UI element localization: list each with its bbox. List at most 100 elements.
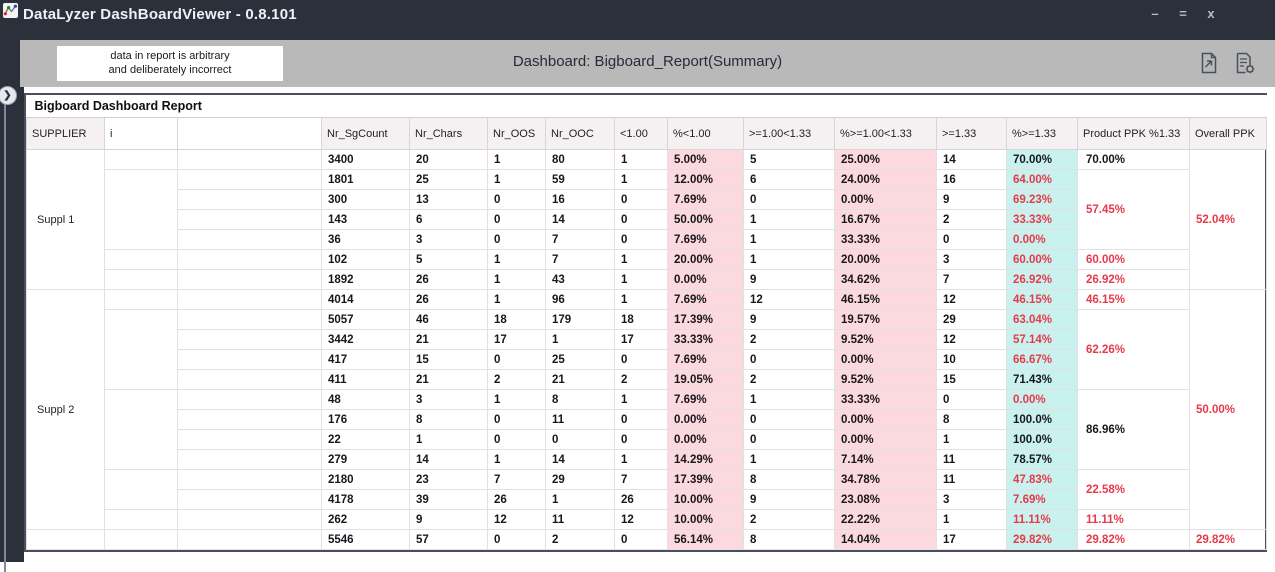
cell-lt-1: 1 (614, 249, 668, 270)
cell-nr-chars: 25 (409, 169, 488, 190)
cell-lt-1: 18 (614, 309, 668, 330)
minimize-button[interactable]: – (1151, 6, 1159, 21)
cell-pct-lt-1: 7.69% (667, 189, 744, 210)
cell-pct-ge-133: 26.92% (1006, 269, 1078, 290)
detail-cell (177, 209, 322, 230)
close-button[interactable]: x (1207, 6, 1215, 21)
sidebar-expand-button[interactable]: ❯ (0, 86, 17, 105)
cell-nr-chars: 3 (409, 389, 488, 410)
column-header-row: SUPPLIER i Nr_SgCount Nr_Chars Nr_OOS Nr_OOC <… (26, 117, 1268, 150)
col-overall-ppk: Overall PPK (1188, 117, 1268, 150)
dashboard-header-bar: data in report is arbitrary and delibera… (20, 40, 1275, 87)
cell-ge1-lt133: 0 (743, 409, 835, 430)
cell-nr-chars: 39 (409, 489, 488, 510)
cell-lt-1: 1 (614, 389, 668, 410)
cell-pct-ge1-lt133: 34.78% (834, 469, 937, 490)
cell-nr-oos: 1 (487, 269, 546, 290)
detail-cell (177, 469, 322, 490)
cell-nr-sgcount: 417 (321, 349, 410, 370)
cell-nr-oos: 2 (487, 369, 546, 390)
col-supplier: SUPPLIER (26, 117, 105, 150)
cell-ge-133: 10 (936, 349, 1007, 370)
cell-lt-1: 0 (614, 529, 668, 550)
cell-lt-1: 0 (614, 409, 668, 430)
cell-ge-133: 16 (936, 169, 1007, 190)
cell-ge1-lt133: 12 (743, 289, 835, 310)
cell-lt-1: 12 (614, 509, 668, 530)
cell-nr-oos: 1 (487, 249, 546, 270)
maximize-button[interactable]: = (1179, 6, 1187, 21)
cell-nr-oos: 12 (487, 509, 546, 530)
export-report-button[interactable] (1197, 51, 1221, 75)
cell-pct-ge1-lt133: 9.52% (834, 369, 937, 390)
cell-nr-sgcount: 5546 (321, 529, 410, 550)
cell-ge-133: 1 (936, 429, 1007, 450)
cell-lt-1: 0 (614, 209, 668, 230)
cell-pct-lt-1: 7.69% (667, 389, 744, 410)
cell-pct-lt-1: 7.69% (667, 349, 744, 370)
cell-product-ppk: 57.45% (1077, 169, 1190, 250)
table-row: 102 5 1 7 1 20.00% 1 20.00% 3 60.00% 60.00% (27, 249, 1267, 270)
cell-pct-lt-1: 17.39% (667, 469, 744, 490)
cell-nr-chars: 5 (409, 249, 488, 270)
cell-nr-ooc: 43 (545, 269, 615, 290)
supplier-cell: Suppl 2 (26, 289, 105, 530)
cell-ge1-lt133: 1 (743, 209, 835, 230)
cell-pct-ge-133: 100.0% (1006, 409, 1078, 430)
cell-nr-chars: 1 (409, 429, 488, 450)
cell-nr-chars: 15 (409, 349, 488, 370)
cell-nr-sgcount: 3400 (321, 149, 410, 170)
col-nr-sgcount: Nr_SgCount (321, 117, 410, 150)
cell-pct-ge-133: 33.33% (1006, 209, 1078, 230)
detail-cell (177, 149, 322, 170)
cell-pct-ge-133: 0.00% (1006, 389, 1078, 410)
cell-product-ppk: 60.00% (1077, 249, 1190, 270)
cell-pct-ge-133: 0.00% (1006, 229, 1078, 250)
cell-nr-ooc: 11 (545, 409, 615, 430)
col-hidden-2 (177, 117, 322, 150)
cell-nr-sgcount: 176 (321, 409, 410, 430)
cell-nr-ooc: 179 (545, 309, 615, 330)
table-row: 1892 26 1 43 1 0.00% 9 34.62% 7 26.92% 26.92% (27, 269, 1267, 290)
window-controls: – = x (1146, 5, 1220, 23)
cell-ge-133: 2 (936, 209, 1007, 230)
cell-pct-ge1-lt133: 34.62% (834, 269, 937, 290)
cell-ge1-lt133: 5 (743, 149, 835, 170)
cell-nr-ooc: 1 (545, 489, 615, 510)
detail-cell (177, 169, 322, 190)
detail-cell (177, 369, 322, 390)
col-pct-ge-133: %>=1.33 (1006, 117, 1078, 150)
col-pct-ge1-lt133: %>=1.00<1.33 (834, 117, 937, 150)
cell-pct-ge-133: 57.14% (1006, 329, 1078, 350)
cell-nr-oos: 1 (487, 389, 546, 410)
detail-cell (177, 249, 322, 270)
cell-ge-133: 12 (936, 329, 1007, 350)
cell-ge1-lt133: 2 (743, 509, 835, 530)
cell-ge1-lt133: 9 (743, 489, 835, 510)
group-cell (104, 529, 178, 550)
cell-nr-sgcount: 262 (321, 509, 410, 530)
cell-ge1-lt133: 9 (743, 309, 835, 330)
cell-pct-ge1-lt133: 14.04% (834, 529, 937, 550)
cell-nr-chars: 26 (409, 289, 488, 310)
group-cell (104, 509, 178, 530)
cell-ge-133: 17 (936, 529, 1007, 550)
sidebar-strip: ❯ (0, 40, 24, 572)
cell-ge-133: 14 (936, 149, 1007, 170)
group-cell (104, 389, 178, 470)
report-title-row: Bigboard Dashboard Report (26, 95, 1267, 118)
cell-nr-chars: 26 (409, 269, 488, 290)
detail-cell (177, 529, 322, 550)
cell-pct-ge1-lt133: 9.52% (834, 329, 937, 350)
cell-nr-oos: 26 (487, 489, 546, 510)
detail-cell (177, 349, 322, 370)
col-nr-oos: Nr_OOS (487, 117, 546, 150)
cell-nr-chars: 14 (409, 449, 488, 470)
cell-pct-ge1-lt133: 33.33% (834, 389, 937, 410)
cell-pct-lt-1: 33.33% (667, 329, 744, 350)
cell-pct-ge1-lt133: 24.00% (834, 169, 937, 190)
cell-pct-ge1-lt133: 33.33% (834, 229, 937, 250)
cell-pct-ge-133: 47.83% (1006, 469, 1078, 490)
report-settings-button[interactable] (1233, 51, 1257, 75)
detail-cell (177, 409, 322, 430)
